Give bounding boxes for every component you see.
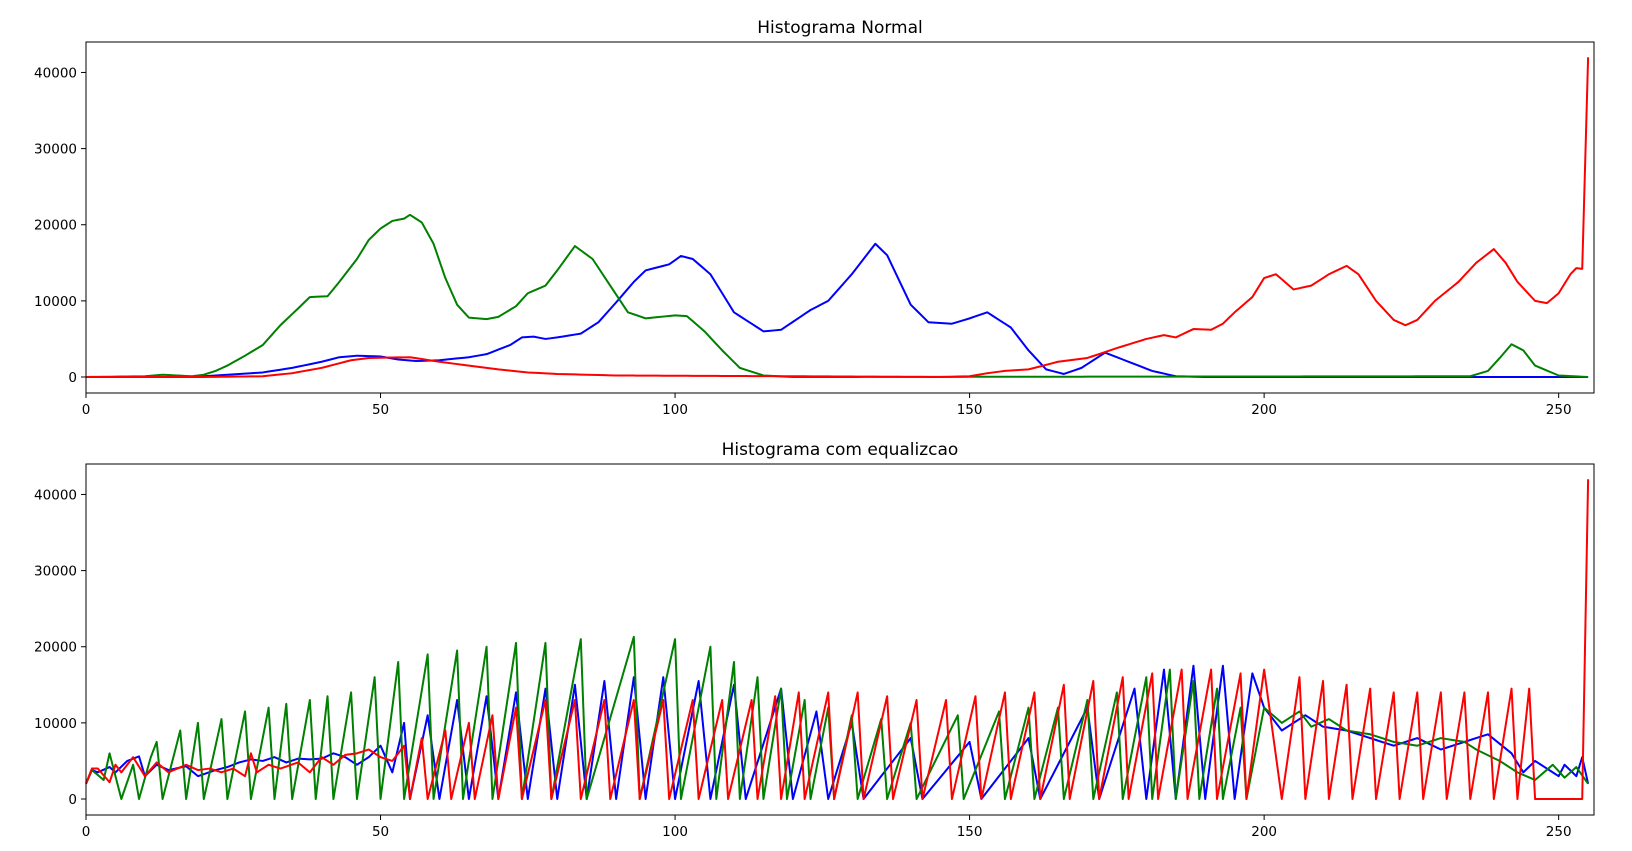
x-tick-label: 0 xyxy=(82,824,91,840)
y-tick-label: 0 xyxy=(68,792,77,808)
y-tick-label: 0 xyxy=(68,370,77,386)
x-tick-label: 250 xyxy=(1546,824,1572,840)
series-group xyxy=(85,57,1590,379)
chart-title: Histograma Normal xyxy=(757,18,923,38)
series-group xyxy=(85,479,1590,801)
y-tick-label: 10000 xyxy=(34,294,77,310)
x-tick-label: 50 xyxy=(372,824,389,840)
plot-frame xyxy=(85,41,1595,394)
y-tick-label: 20000 xyxy=(34,218,77,234)
x-tick-label: 250 xyxy=(1546,402,1572,418)
x-tick-label: 0 xyxy=(82,402,91,418)
y-tick-label: 30000 xyxy=(34,142,77,158)
x-tick-label: 200 xyxy=(1251,824,1277,840)
x-tick-label: 50 xyxy=(372,402,389,418)
axis-ticks: 0 50 100 150 200 250 0 10000 20000 30000 40000 xyxy=(34,487,1572,840)
chart-normal-histogram: Histograma Normal 0 50 100 150 200 250 0 10000 2… xyxy=(34,18,1595,418)
series-line-0 xyxy=(85,664,1590,801)
y-tick-label: 10000 xyxy=(34,716,77,732)
y-tick-label: 30000 xyxy=(34,564,77,580)
chart-equalized-histogram: Histograma com equalizcao 0 50 100 150 200 25… xyxy=(34,440,1595,840)
chart-title: Histograma com equalizcao xyxy=(722,440,959,460)
series-line-2 xyxy=(86,57,1590,379)
plot-frame xyxy=(85,463,1595,816)
axis-ticks: 0 50 100 150 200 250 0 10000 20000 30000 40000 xyxy=(34,65,1572,418)
y-tick-label: 40000 xyxy=(34,487,77,503)
x-tick-label: 200 xyxy=(1251,402,1277,418)
y-tick-label: 20000 xyxy=(34,640,77,656)
y-tick-label: 40000 xyxy=(34,65,77,81)
x-tick-label: 100 xyxy=(662,402,688,418)
x-tick-label: 150 xyxy=(957,824,983,840)
x-tick-label: 150 xyxy=(957,402,983,418)
x-tick-label: 100 xyxy=(662,824,688,840)
series-line-2 xyxy=(85,479,1590,801)
